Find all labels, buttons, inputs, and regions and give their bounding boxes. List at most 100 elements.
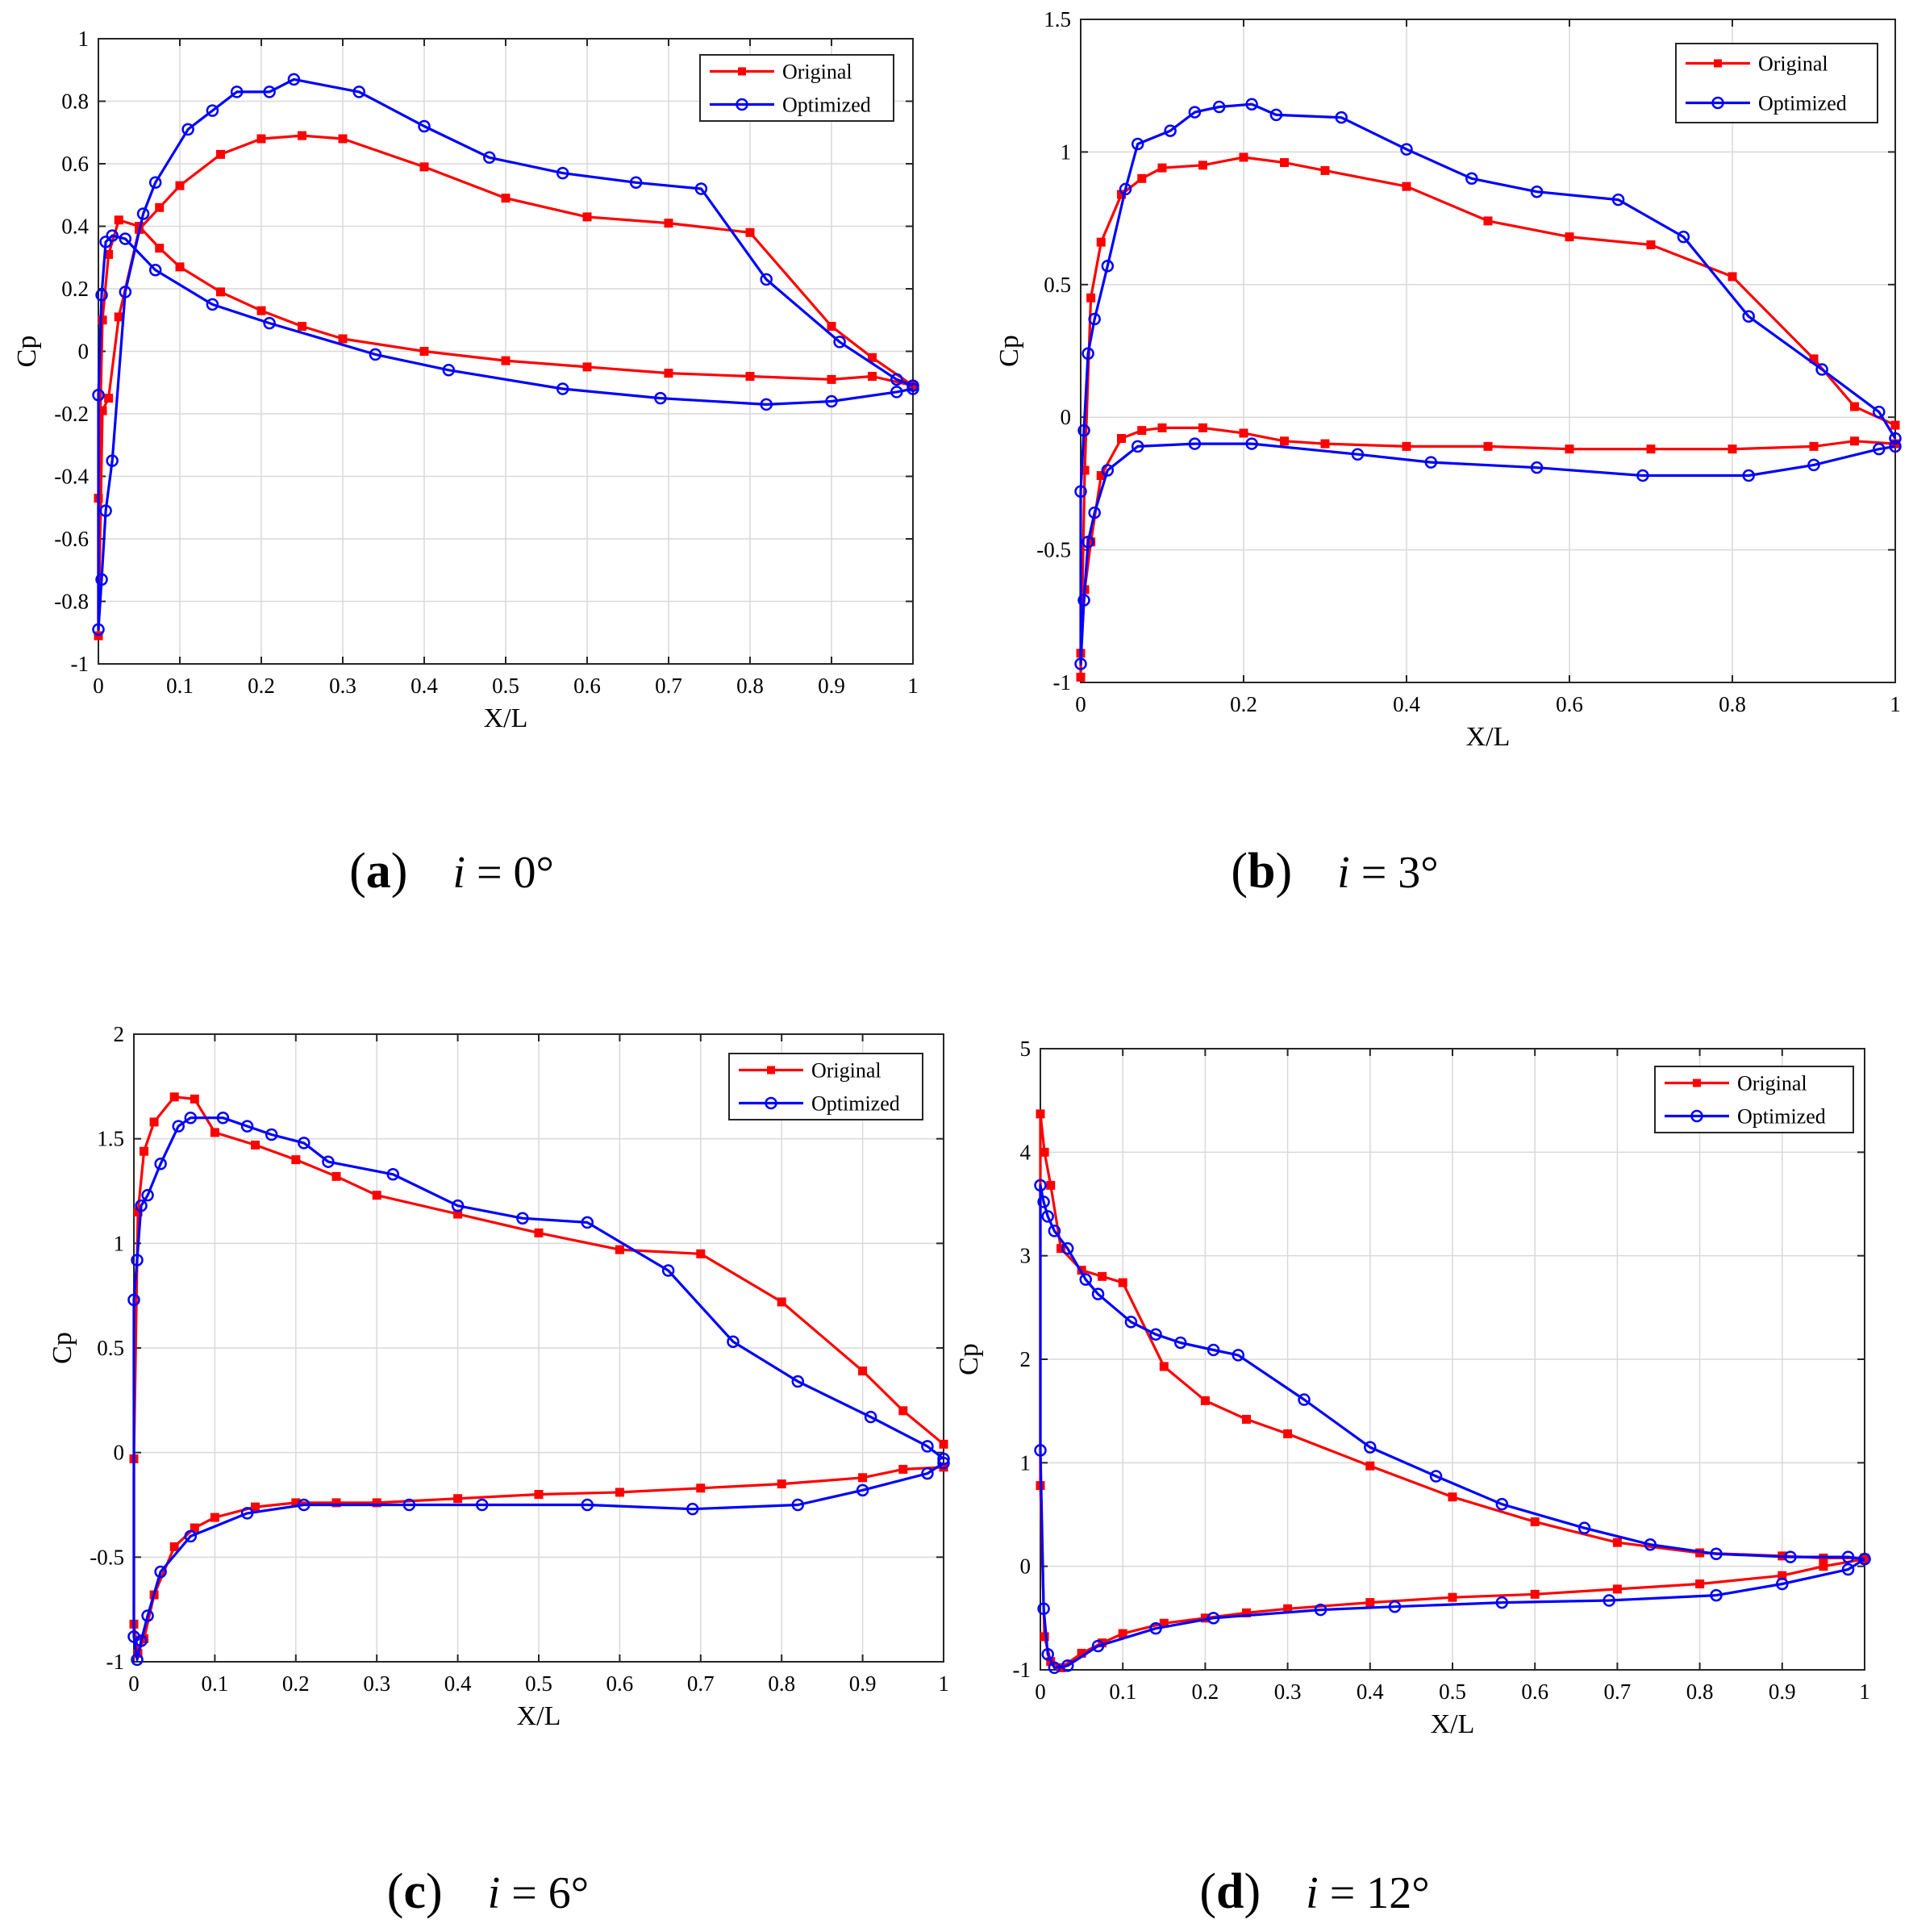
x-tick-label: 0 — [1035, 1680, 1046, 1704]
data-point-optimized — [1207, 1343, 1220, 1357]
y-axis-label: Cp — [954, 1343, 984, 1375]
y-tick-label: 1 — [114, 1231, 125, 1255]
x-tick-label: 0.3 — [1274, 1680, 1302, 1704]
data-point-optimized — [1188, 106, 1202, 119]
data-point-original — [1076, 672, 1086, 682]
data-point-original — [664, 369, 673, 378]
data-point-original — [1819, 1562, 1828, 1571]
data-point-original — [858, 1367, 868, 1376]
x-tick-label: 0.9 — [1769, 1680, 1796, 1704]
data-point-original — [1157, 423, 1167, 432]
data-point-original — [1086, 293, 1096, 303]
data-point-original — [114, 312, 123, 322]
legend-box — [728, 1053, 923, 1120]
y-tick-label: 0.2 — [61, 277, 89, 301]
data-point-optimized — [833, 336, 846, 348]
y-tick-label: 3 — [1020, 1244, 1032, 1268]
data-point-optimized — [322, 1155, 335, 1168]
data-point-optimized — [184, 1529, 198, 1543]
data-point-optimized — [136, 207, 150, 220]
plot-area — [1081, 19, 1895, 682]
data-point-optimized — [516, 1212, 529, 1225]
series-optimized — [92, 73, 919, 636]
data-point-original — [1448, 1592, 1457, 1602]
data-point-original — [1646, 444, 1656, 454]
data-point-optimized — [1858, 1552, 1871, 1566]
data-point-original — [777, 1297, 786, 1307]
y-tick-label: -1 — [1013, 1658, 1032, 1682]
data-point-optimized — [1048, 1225, 1061, 1237]
legend-label: Optimized — [782, 94, 871, 117]
data-point-original — [582, 362, 592, 372]
data-point-original — [615, 1488, 624, 1497]
data-point-original — [210, 1513, 219, 1522]
x-tick-label: 0.8 — [1719, 692, 1746, 716]
data-point-optimized — [1807, 458, 1820, 472]
chart-panel-b: 0 0.2 0.4 0.6 0.8 1 -1 -0.5 0 0.5 1 1.5 X/L Cp Origina… — [994, 7, 1902, 899]
data-point-optimized — [1742, 310, 1755, 323]
data-point-original — [1320, 439, 1330, 449]
data-point-original — [1530, 1517, 1540, 1526]
data-point-optimized — [1088, 312, 1101, 326]
legend-box — [699, 54, 894, 122]
data-point-optimized — [629, 176, 643, 189]
data-point-optimized — [135, 1199, 148, 1212]
data-point-optimized — [906, 379, 919, 392]
caption-value: = 0° — [465, 848, 554, 898]
data-point-original — [1365, 1598, 1375, 1608]
x-tick-label: 0.2 — [248, 674, 275, 698]
data-point-original — [175, 181, 185, 190]
data-point-original — [1118, 1278, 1127, 1287]
data-point-original — [1198, 423, 1207, 432]
caption-variable: i — [452, 848, 465, 898]
data-point-optimized — [1784, 1550, 1797, 1563]
data-point-optimized — [1245, 437, 1258, 450]
data-point-optimized — [1034, 1179, 1047, 1192]
data-point-optimized — [1048, 1661, 1061, 1675]
data-point-original — [114, 215, 123, 225]
data-point-original — [1096, 237, 1106, 247]
data-point-optimized — [1269, 108, 1283, 122]
data-point-optimized — [1424, 456, 1438, 469]
data-point-optimized — [154, 1158, 167, 1170]
data-point-optimized — [1188, 437, 1202, 450]
caption-variable: i — [1337, 848, 1350, 898]
data-point-optimized — [148, 264, 162, 277]
y-tick-label: -1 — [71, 652, 90, 676]
data-point-original — [1612, 1538, 1622, 1547]
data-point-optimized — [184, 1111, 198, 1125]
caption-open-paren: ( — [1231, 844, 1248, 899]
data-point-original — [98, 315, 107, 325]
caption-space — [443, 1868, 488, 1918]
data-point-optimized — [1037, 1196, 1050, 1208]
data-point-optimized — [1061, 1241, 1074, 1255]
x-axis-label: X/L — [484, 703, 528, 733]
data-point-optimized — [1074, 657, 1087, 670]
data-point-original — [372, 1191, 381, 1200]
data-point-original — [827, 374, 836, 384]
series-optimized — [127, 1111, 950, 1667]
data-point-optimized — [686, 1502, 699, 1516]
data-point-optimized — [1041, 1648, 1054, 1661]
data-point-original — [1695, 1579, 1705, 1588]
data-point-optimized — [1079, 1273, 1092, 1286]
data-point-optimized — [581, 1498, 594, 1512]
data-point-original — [216, 287, 225, 297]
data-point-optimized — [119, 232, 132, 245]
data-point-original — [1057, 1244, 1066, 1254]
legend-label: Optimized — [811, 1092, 900, 1116]
y-tick-label: 0 — [114, 1441, 125, 1465]
x-tick-label: 1 — [907, 674, 919, 698]
data-point-optimized — [240, 1507, 254, 1520]
y-tick-label: 0.5 — [97, 1336, 124, 1360]
data-point-optimized — [791, 1498, 805, 1512]
data-point-optimized — [1131, 137, 1144, 151]
data-point-original — [664, 219, 673, 228]
data-point-original — [169, 1092, 179, 1102]
chart-panel-c: 0 0.1 0.2 0.3 0.4 0.5 0.6 0.7 0.8 0.9 1 -1 -0.5 0 0.5 1… — [48, 1022, 950, 1919]
data-point-original — [291, 1155, 301, 1165]
data-point-original — [155, 244, 165, 253]
data-point-optimized — [141, 1609, 154, 1622]
data-point-original — [534, 1490, 544, 1500]
